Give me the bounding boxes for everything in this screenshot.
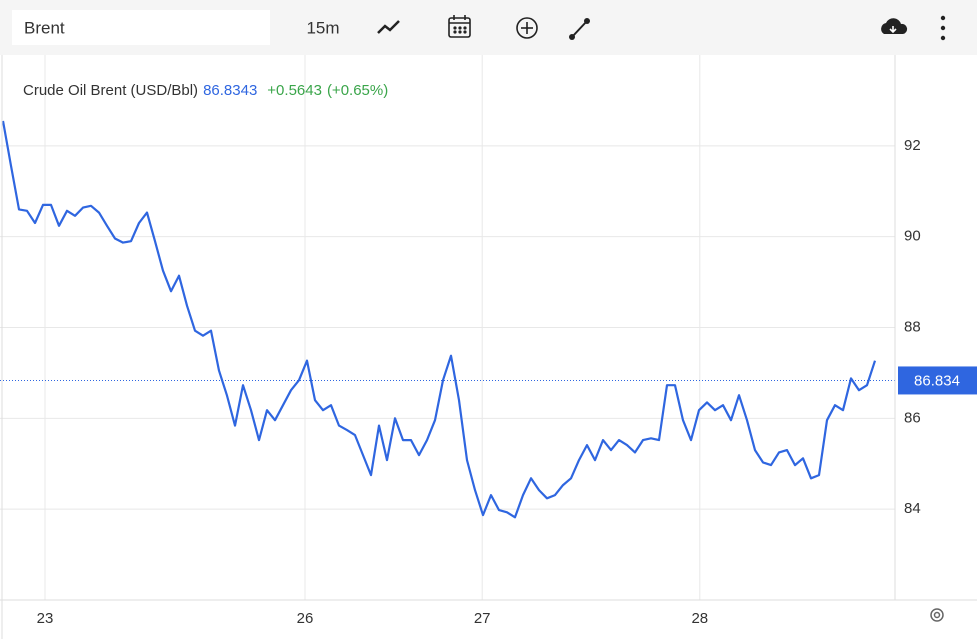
- y-tick-label: 92: [904, 137, 921, 154]
- last-price-badge: [898, 366, 977, 395]
- y-tick-label: 90: [904, 228, 921, 245]
- plot: 84 86 88 90 92 23 26 27 28: [0, 55, 921, 627]
- y-tick-label: 88: [904, 318, 921, 335]
- x-tick-label: 23: [37, 610, 54, 627]
- series-title: Crude Oil Brent (USD/Bbl): [23, 82, 198, 99]
- change: +0.5643: [267, 82, 322, 99]
- x-tick-label: 28: [691, 610, 708, 627]
- menu-icon[interactable]: [940, 15, 946, 41]
- symbol-input[interactable]: [12, 10, 270, 45]
- draw-tool-icon[interactable]: [569, 18, 590, 40]
- last-price-label: 86.834: [914, 372, 960, 389]
- y-tick-label: 84: [904, 500, 921, 517]
- calendar-icon[interactable]: [448, 15, 471, 38]
- symbol-text: Brent: [24, 18, 65, 37]
- chart-type-icon[interactable]: [377, 20, 400, 34]
- legend: Crude Oil Brent (USD/Bbl) 86.8343 +0.564…: [23, 82, 388, 99]
- y-tick-label: 86: [904, 409, 921, 426]
- change-percent: (+0.65%): [327, 82, 388, 99]
- add-indicator-icon[interactable]: [516, 17, 538, 39]
- download-icon[interactable]: [881, 18, 908, 34]
- price-line: [1, 120, 877, 519]
- settings-icon[interactable]: [930, 608, 944, 622]
- x-tick-label: 26: [297, 610, 314, 627]
- x-tick-label: 27: [474, 610, 491, 627]
- last-value: 86.8343: [203, 82, 257, 99]
- download-arrow: [889, 26, 897, 34]
- interval-button[interactable]: 15m: [306, 18, 339, 37]
